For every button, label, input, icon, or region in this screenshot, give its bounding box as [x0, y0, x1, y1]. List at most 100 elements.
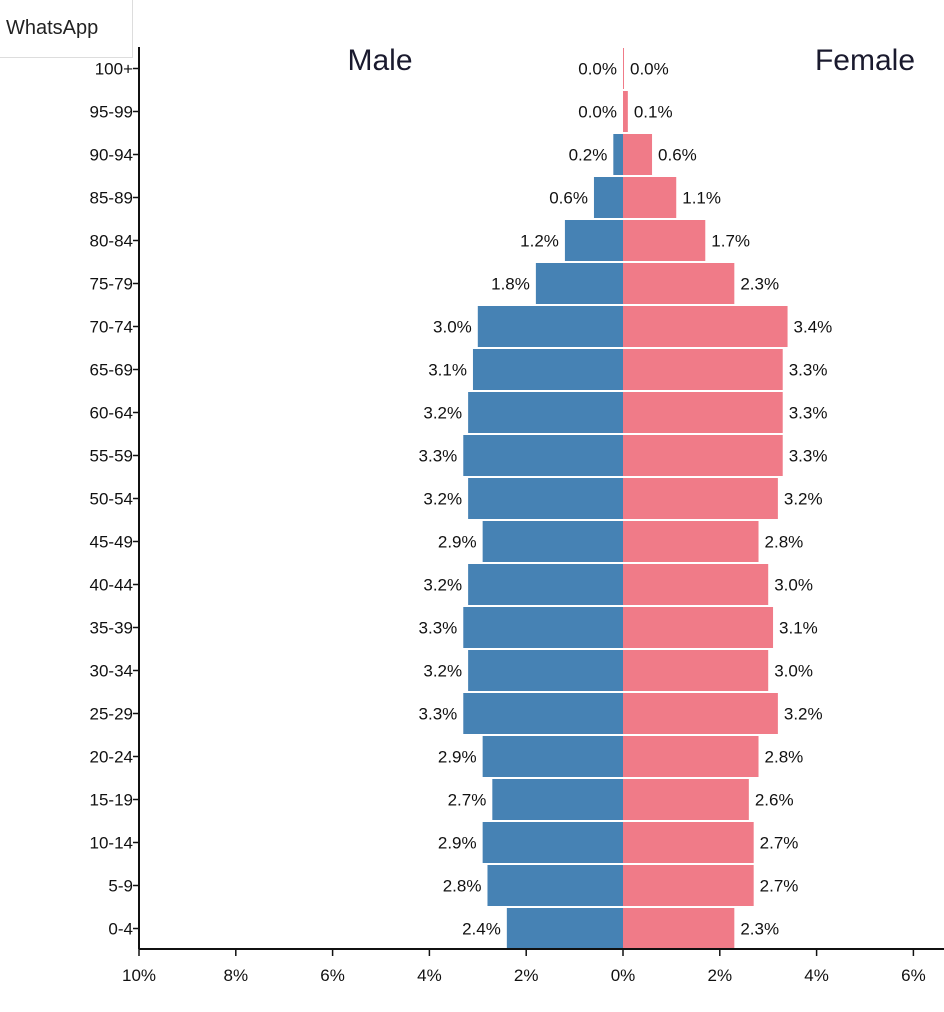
age-group-label: 85-89: [90, 189, 133, 208]
female-bar-65-69: [623, 349, 783, 390]
male-bar-25-29: [463, 693, 623, 734]
x-tick-label: 8%: [224, 966, 249, 985]
female-bar-60-64: [623, 392, 783, 433]
x-tick-label: 4%: [804, 966, 829, 985]
male-value-label: 1.8%: [491, 275, 530, 294]
female-value-label: 3.3%: [789, 404, 828, 423]
male-value-label: 0.0%: [578, 103, 617, 122]
whatsapp-share-button[interactable]: WhatsApp: [0, 0, 133, 58]
female-bar-85-89: [623, 177, 677, 218]
male-value-label: 0.6%: [549, 189, 588, 208]
x-tick-label: 4%: [417, 966, 442, 985]
male-bar-85-89: [593, 177, 623, 218]
female-bar-70-74: [623, 306, 788, 347]
female-bar-75-79: [623, 263, 735, 304]
age-group-label: 0-4: [108, 920, 133, 939]
male-value-label: 2.7%: [448, 791, 487, 810]
x-tick-label: 10%: [122, 966, 156, 985]
female-bar-15-19: [623, 779, 749, 820]
female-value-label: 3.2%: [784, 490, 823, 509]
female-bar-95-99: [623, 91, 628, 132]
male-bar-80-84: [564, 220, 623, 261]
male-value-label: 3.3%: [419, 447, 458, 466]
male-value-label: 2.4%: [462, 920, 501, 939]
male-value-label: 0.0%: [578, 60, 617, 79]
female-value-label: 1.1%: [682, 189, 721, 208]
male-bar-15-19: [492, 779, 623, 820]
whatsapp-share-label: WhatsApp: [6, 17, 99, 39]
male-bar-65-69: [472, 349, 623, 390]
female-bar-80-84: [623, 220, 706, 261]
female-value-label: 1.7%: [711, 232, 750, 251]
female-bar-0-4: [623, 908, 735, 949]
male-value-label: 2.9%: [438, 748, 477, 767]
age-group-label: 75-79: [90, 275, 133, 294]
male-bar-30-34: [468, 650, 623, 691]
age-group-label: 80-84: [90, 232, 133, 251]
age-group-label: 90-94: [90, 146, 133, 165]
female-bar-40-44: [623, 564, 769, 605]
female-value-label: 2.8%: [765, 748, 804, 767]
age-group-label: 35-39: [90, 619, 133, 638]
age-group-label: 95-99: [90, 103, 133, 122]
female-bar-25-29: [623, 693, 778, 734]
male-value-label: 3.2%: [423, 404, 462, 423]
female-bar-45-49: [623, 521, 759, 562]
male-value-label: 3.3%: [419, 705, 458, 724]
age-group-label: 65-69: [90, 361, 133, 380]
female-value-label: 0.1%: [634, 103, 673, 122]
bars-layer: [463, 48, 788, 949]
male-value-label: 2.9%: [438, 834, 477, 853]
male-bar-45-49: [482, 521, 623, 562]
male-bar-35-39: [463, 607, 623, 648]
female-value-label: 3.1%: [779, 619, 818, 638]
x-tick-label: 6%: [901, 966, 926, 985]
value-labels-layer: 0.0% 0.0% 0.0% 0.1% 0.2% 0.6% 0.6% 1.1% 1.2% 1.7%…: [419, 60, 833, 939]
male-bar-75-79: [535, 263, 623, 304]
female-value-label: 3.0%: [774, 662, 813, 681]
female-value-label: 2.7%: [760, 877, 799, 896]
male-value-label: 2.9%: [438, 533, 477, 552]
age-group-label: 20-24: [90, 748, 133, 767]
age-group-label: 30-34: [90, 662, 133, 681]
female-bar-35-39: [623, 607, 774, 648]
female-bar-100+: [623, 48, 624, 89]
female-bar-55-59: [623, 435, 783, 476]
male-bar-55-59: [463, 435, 623, 476]
female-value-label: 3.3%: [789, 361, 828, 380]
female-value-label: 3.0%: [774, 576, 813, 595]
age-group-label: 25-29: [90, 705, 133, 724]
male-value-label: 1.2%: [520, 232, 559, 251]
male-bar-5-9: [487, 865, 623, 906]
age-group-label: 45-49: [90, 533, 133, 552]
axes-layer: 100+ 95-99 90-94 85-89 80-84 75-79 70-74 65-69 6…: [90, 47, 944, 985]
age-group-label: 50-54: [90, 490, 133, 509]
male-value-label: 3.1%: [428, 361, 467, 380]
male-value-label: 3.2%: [423, 576, 462, 595]
x-tick-label: 2%: [708, 966, 733, 985]
female-value-label: 2.6%: [755, 791, 794, 810]
male-bar-10-14: [482, 822, 623, 863]
female-bar-50-54: [623, 478, 778, 519]
male-series-title: Male: [347, 44, 412, 77]
age-group-label: 40-44: [90, 576, 133, 595]
female-value-label: 2.7%: [760, 834, 799, 853]
age-group-label: 5-9: [108, 877, 133, 896]
female-value-label: 2.3%: [740, 920, 779, 939]
male-value-label: 3.3%: [419, 619, 458, 638]
age-group-label: 60-64: [90, 404, 133, 423]
male-bar-50-54: [468, 478, 623, 519]
male-value-label: 3.2%: [423, 490, 462, 509]
male-bar-0-4: [506, 908, 623, 949]
female-value-label: 2.8%: [765, 533, 804, 552]
female-bar-10-14: [623, 822, 754, 863]
age-group-label: 55-59: [90, 447, 133, 466]
male-value-label: 0.2%: [569, 146, 608, 165]
female-value-label: 3.4%: [794, 318, 833, 337]
male-bar-70-74: [477, 306, 623, 347]
age-group-label: 70-74: [90, 318, 133, 337]
female-bar-20-24: [623, 736, 759, 777]
female-series-title: Female: [815, 44, 915, 77]
male-bar-40-44: [468, 564, 623, 605]
